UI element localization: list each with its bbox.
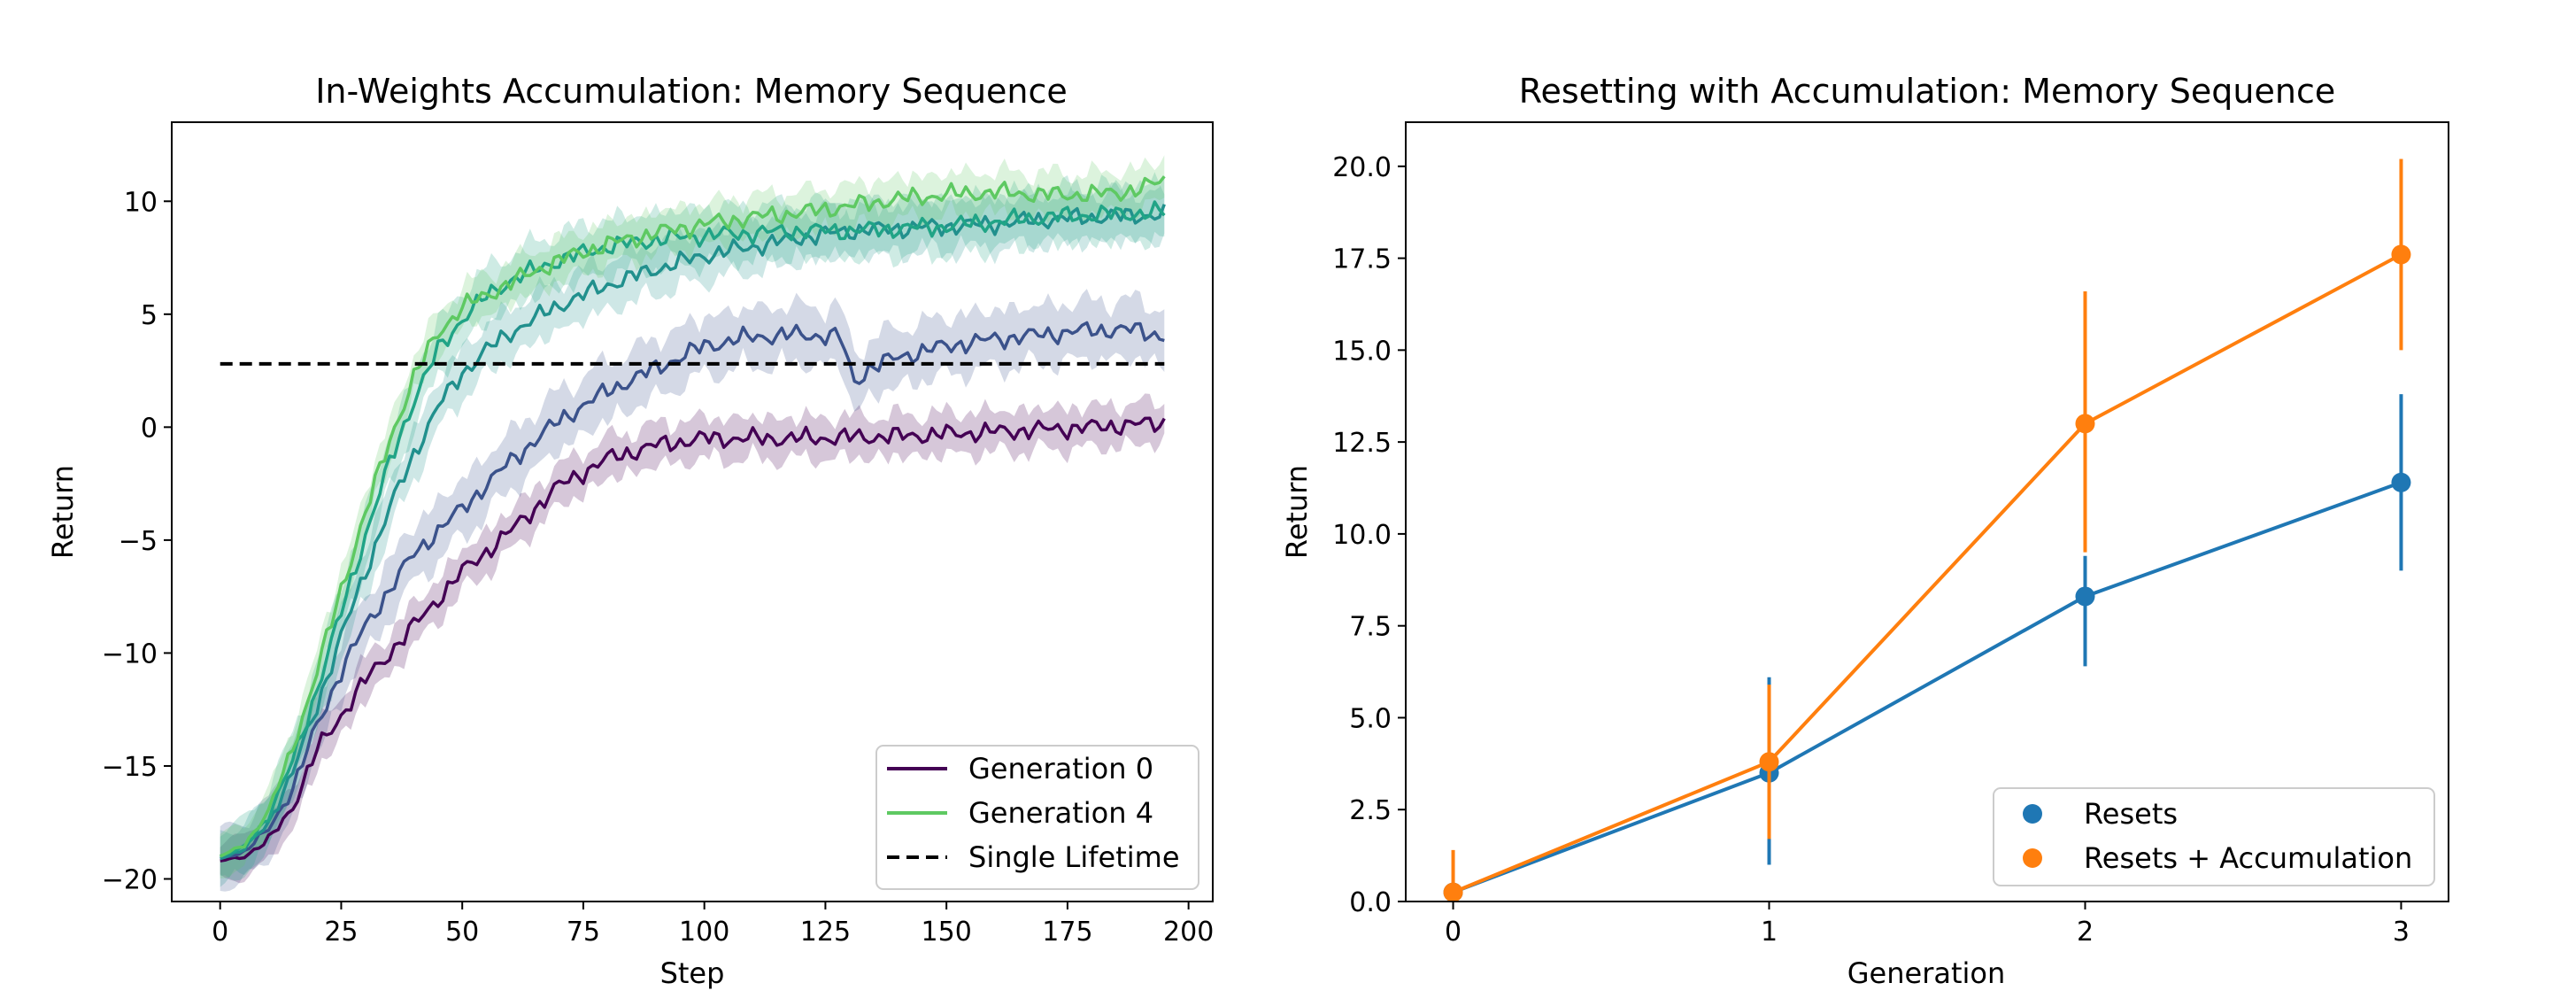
band-generation-1	[220, 289, 1165, 892]
left-chart-title: In-Weights Accumulation: Memory Sequence	[315, 72, 1068, 111]
y-tick-label: 0	[141, 413, 158, 444]
right-chart-x-ticks: 0 1 2 3	[1445, 902, 2410, 948]
y-tick-label: 5.0	[1349, 703, 1392, 734]
x-tick-label: 125	[800, 917, 851, 948]
y-tick-label: 12.5	[1332, 428, 1392, 459]
line-generation-4	[219, 175, 1166, 858]
point-resets-accumulation	[2391, 244, 2411, 265]
line-generation-2	[220, 204, 1166, 861]
right-chart-x-label: Generation	[1847, 956, 2006, 990]
band-generation-0	[220, 393, 1165, 884]
y-tick-label: 2.5	[1349, 795, 1392, 826]
right-chart-y-label: Return	[1280, 465, 1314, 559]
legend-label-generation-4: Generation 4	[968, 796, 1153, 830]
point-resets	[2075, 586, 2095, 607]
legend-label-generation-0: Generation 0	[968, 752, 1153, 785]
y-tick-label: 0.0	[1349, 887, 1392, 918]
left-chart-y-ticks: −20 −15 −10 −5 0 5 10	[102, 187, 172, 895]
y-tick-label: 15.0	[1332, 336, 1392, 367]
left-chart-x-label: Step	[660, 956, 725, 990]
y-tick-label: −5	[119, 526, 158, 557]
point-resets-accumulation	[2075, 414, 2095, 434]
point-resets	[2391, 472, 2411, 492]
left-chart-frame	[171, 121, 1214, 902]
right-chart-title: Resetting with Accumulation: Memory Sequ…	[1519, 72, 2335, 111]
y-tick-label: 10	[124, 187, 158, 218]
point-resets-accumulation	[1443, 882, 1463, 902]
line-resets-accumulation	[1452, 252, 2402, 894]
right-chart-y-ticks: 0.0 2.5 5.0 7.5 10.0 12.5 15.0 17.5 20.0	[1332, 152, 1406, 918]
legend-label-resets-accumulation: Resets + Accumulation	[2084, 841, 2412, 875]
right-chart-series	[1443, 159, 2411, 902]
legend-marker-resets-accumulation	[2023, 848, 2042, 868]
right-legend-box	[1993, 787, 2435, 886]
y-tick-label: 5	[141, 300, 158, 331]
x-tick-label: 150	[922, 917, 972, 948]
y-tick-label: −15	[102, 752, 158, 783]
series-resets-accumulation	[1443, 159, 2411, 902]
x-tick-label: 3	[2393, 917, 2410, 948]
right-chart-frame	[1405, 121, 2449, 902]
left-chart-y-label: Return	[46, 465, 80, 559]
left-chart: In-Weights Accumulation: Memory Sequence…	[46, 72, 1214, 990]
x-tick-label: 75	[567, 917, 600, 948]
legend-marker-resets	[2023, 804, 2042, 824]
line-generation-0	[220, 416, 1166, 863]
left-chart-confidence-bands	[220, 155, 1165, 892]
x-tick-label: 25	[324, 917, 358, 948]
y-tick-label: 17.5	[1332, 244, 1392, 275]
y-tick-label: 7.5	[1349, 612, 1392, 643]
point-resets-accumulation	[1759, 752, 1779, 772]
line-resets	[1452, 480, 2402, 894]
x-tick-label: 100	[679, 917, 729, 948]
left-chart-series-lines	[219, 175, 1166, 863]
x-tick-label: 0	[1445, 917, 1462, 948]
y-tick-label: −10	[102, 638, 158, 669]
legend-label-resets: Resets	[2084, 797, 2178, 831]
x-tick-label: 175	[1042, 917, 1092, 948]
band-generation-3	[220, 172, 1165, 881]
x-tick-label: 200	[1163, 917, 1214, 948]
y-tick-label: 20.0	[1332, 152, 1392, 183]
left-legend-box	[875, 745, 1199, 890]
legend-label-single-lifetime: Single Lifetime	[968, 840, 1180, 874]
right-chart: Resetting with Accumulation: Memory Sequ…	[1280, 72, 2449, 990]
x-tick-label: 2	[2077, 917, 2094, 948]
line-generation-1	[220, 321, 1165, 861]
x-tick-label: 1	[1761, 917, 1778, 948]
y-tick-label: 10.0	[1332, 520, 1392, 551]
y-tick-label: −20	[102, 864, 158, 895]
x-tick-label: 50	[445, 917, 479, 948]
left-chart-x-ticks: 0 25 50 75 100 125 150 175 200	[212, 902, 1214, 948]
x-tick-label: 0	[212, 917, 228, 948]
left-chart-legend: Generation 0 Generation 4 Single Lifetim…	[875, 745, 1199, 890]
right-chart-legend: Resets Resets + Accumulation	[1993, 787, 2435, 886]
